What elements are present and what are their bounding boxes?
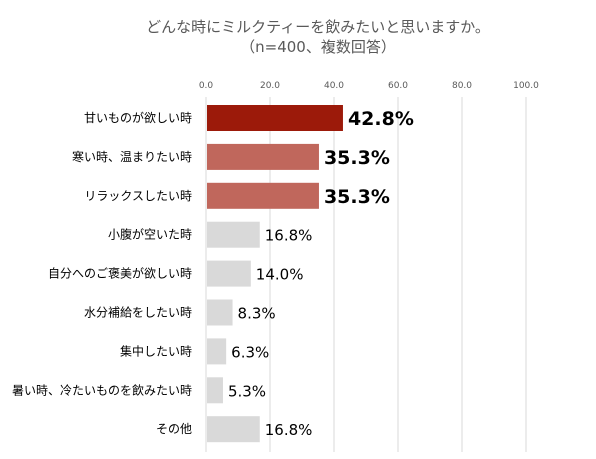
value-label: 6.3% — [231, 343, 269, 361]
x-tick-label: 80.0 — [452, 81, 472, 91]
category-label: 集中したい時 — [120, 343, 192, 358]
category-label: リラックスしたい時 — [84, 189, 192, 203]
value-label: 42.8% — [348, 108, 414, 130]
value-label: 16.8% — [265, 421, 313, 439]
bar — [207, 299, 233, 326]
bar — [207, 260, 251, 287]
chart-subtitle: （n=400、複数回答） — [240, 38, 396, 56]
chart-title: どんな時にミルクティーを飲みたいと思いますか。 — [146, 18, 490, 36]
category-label: その他 — [156, 422, 192, 436]
bar — [207, 182, 319, 209]
category-label: 暑い時、冷たいものを飲みたい時 — [12, 382, 192, 397]
x-axis-ticks: 0.0 20.0 40.0 60.0 80.0 100.0 — [199, 81, 539, 91]
x-tick-label: 20.0 — [260, 81, 280, 91]
value-label: 5.3% — [228, 382, 266, 400]
value-label: 8.3% — [238, 305, 276, 323]
value-label: 16.8% — [265, 227, 313, 245]
bar — [207, 338, 227, 365]
value-label: 14.0% — [256, 266, 304, 284]
value-label: 35.3% — [324, 147, 390, 169]
category-label: 小腹が空いた時 — [108, 227, 192, 242]
bar — [207, 105, 343, 131]
x-tick-label: 100.0 — [513, 81, 539, 91]
bar — [207, 221, 260, 248]
x-tick-label: 60.0 — [388, 81, 408, 91]
category-label: 寒い時、温まりたい時 — [72, 149, 192, 164]
value-labels: 42.8% 35.3% 35.3% 16.8% 14.0% 8.3% 6.3% 5.3% 16.… — [228, 108, 414, 439]
category-label: 甘いものが欲しい時 — [84, 110, 192, 125]
bars — [207, 105, 343, 443]
category-label: 自分へのご褒美が欲しい時 — [48, 266, 192, 281]
x-tick-label: 40.0 — [324, 81, 344, 91]
bar — [207, 416, 260, 443]
category-labels: 甘いものが欲しい時寒い時、温まりたい時リラックスしたい時小腹が空いた時自分へのご… — [12, 110, 192, 436]
value-label: 35.3% — [324, 186, 390, 208]
x-tick-label: 0.0 — [199, 81, 214, 91]
bar — [207, 143, 319, 170]
bar — [207, 377, 223, 404]
category-label: 水分補給をしたい時 — [84, 306, 192, 320]
